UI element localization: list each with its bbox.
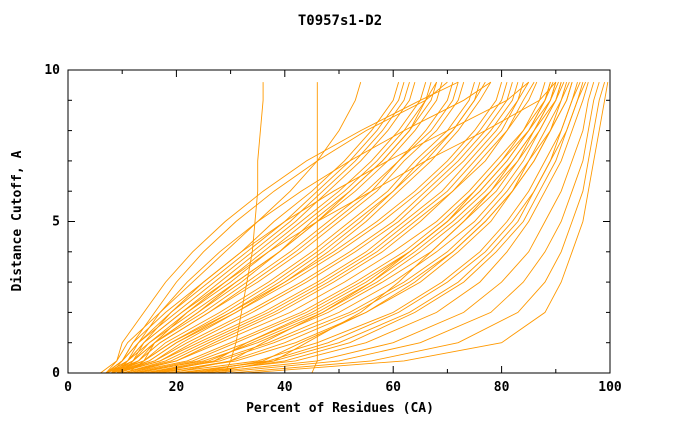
model-curve: [116, 81, 524, 374]
model-curve: [116, 81, 492, 374]
model-curve: [105, 81, 503, 374]
model-curve: [111, 81, 459, 374]
model-curve: [111, 81, 448, 374]
model-curve: [105, 81, 400, 374]
model-curve: [143, 81, 559, 374]
model-curve: [111, 81, 432, 374]
model-curve: [105, 81, 465, 374]
x-tick-label: 60: [385, 380, 401, 395]
model-curve: [111, 81, 416, 374]
y-tick-label: 0: [52, 366, 60, 381]
chart-title: T0957s1-D2: [297, 13, 383, 29]
model-curve: [160, 81, 570, 374]
model-curve: [127, 81, 538, 374]
x-tick-label: 0: [64, 380, 72, 395]
model-curve: [132, 81, 554, 374]
model-curve: [122, 81, 530, 374]
model-curve: [230, 81, 606, 374]
model-curve: [105, 81, 410, 374]
model-curve: [111, 81, 475, 374]
model-curve: [100, 81, 362, 374]
model-curve: [122, 81, 535, 374]
y-tick-label: 5: [52, 215, 60, 230]
model-curve: [122, 81, 546, 374]
model-curve: [143, 81, 568, 374]
model-curve: [127, 81, 557, 374]
model-curve: [311, 82, 318, 374]
model-curve: [105, 81, 459, 374]
x-tick-label: 40: [277, 380, 293, 395]
model-curve: [111, 81, 437, 374]
model-curve: [105, 81, 405, 374]
model-curve: [187, 81, 589, 374]
x-tick-label: 80: [494, 380, 510, 395]
model-curve: [203, 81, 595, 374]
model-curve: [116, 81, 486, 374]
x-axis-title: Percent of Residues (CA): [246, 401, 434, 416]
model-curve: [154, 81, 557, 374]
model-curve: [111, 81, 513, 374]
model-curve: [127, 81, 551, 374]
model-curve: [246, 82, 609, 374]
model-curve: [116, 81, 492, 374]
model-curve: [105, 81, 454, 374]
model-curve: [121, 81, 529, 374]
model-curve: [149, 81, 565, 374]
model-curve: [181, 81, 581, 374]
model-curve: [214, 81, 600, 374]
x-tick-label: 20: [169, 380, 185, 395]
model-curve: [224, 82, 264, 374]
y-tick-label: 10: [44, 63, 60, 78]
model-curve: [154, 81, 573, 374]
x-tick-label: 100: [598, 380, 622, 395]
model-curve: [198, 81, 587, 374]
